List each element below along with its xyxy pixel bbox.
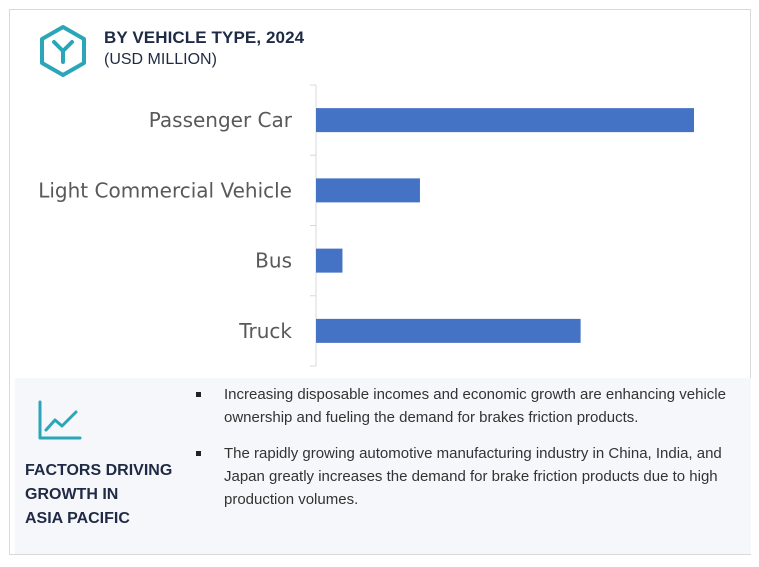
- bullet-text: Increasing disposable incomes and econom…: [224, 386, 726, 426]
- chart-subtitle: (USD MILLION): [104, 51, 217, 68]
- bullet-icon: [196, 392, 201, 397]
- list-item: Increasing disposable incomes and econom…: [194, 383, 744, 429]
- factors-panel: [15, 378, 751, 554]
- bullet-text: The rapidly growing automotive manufactu…: [224, 445, 722, 508]
- factors-title: FACTORS DRIVING GROWTH IN ASIA PACIFIC: [25, 459, 195, 531]
- list-item: The rapidly growing automotive manufactu…: [194, 442, 744, 511]
- category-label: Light Commercial Vehicle: [38, 178, 292, 202]
- bar: [316, 178, 420, 203]
- hexagon-logo-icon: [40, 25, 86, 77]
- bar-chart: Passenger Car Light Commercial Vehicle Bus…: [38, 84, 694, 367]
- bar: [316, 108, 694, 133]
- bullet-icon: [196, 451, 201, 456]
- factors-title-line: GROWTH IN: [25, 486, 119, 503]
- category-label: Passenger Car: [149, 108, 293, 132]
- factors-title-line: ASIA PACIFIC: [25, 510, 130, 527]
- factors-title-line: FACTORS DRIVING: [25, 462, 173, 479]
- category-label: Bus: [255, 249, 292, 273]
- bar: [316, 318, 581, 343]
- factors-list: Increasing disposable incomes and econom…: [194, 383, 744, 524]
- category-label: Truck: [238, 319, 292, 343]
- bar: [316, 248, 343, 273]
- chart-title: BY VEHICLE TYPE, 2024: [104, 28, 305, 47]
- line-chart-trend-icon: [38, 400, 82, 440]
